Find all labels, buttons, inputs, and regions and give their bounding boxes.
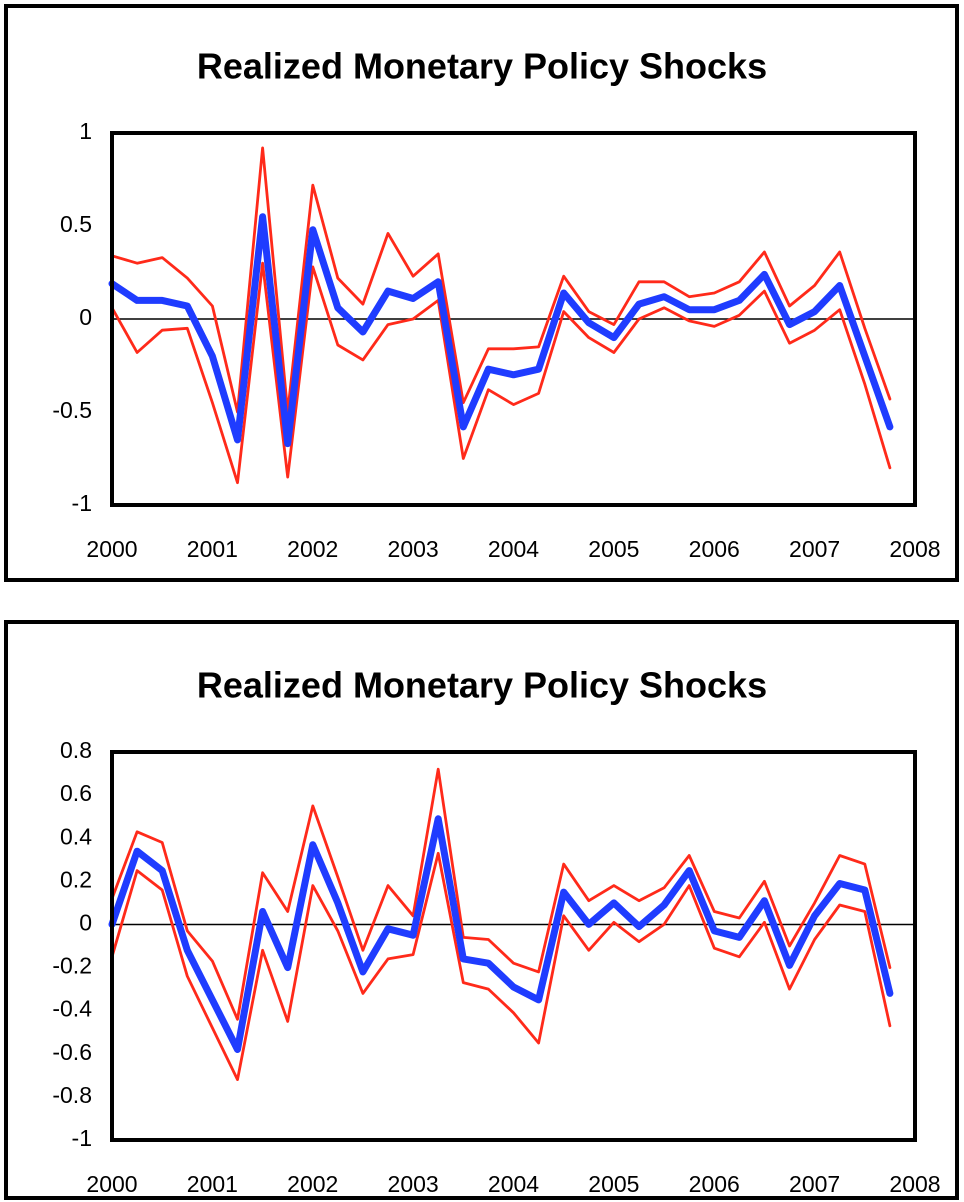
chart-title: Realized Monetary Policy Shocks <box>197 46 767 87</box>
x-tick-label: 2002 <box>287 1171 338 1197</box>
x-tick-label: 2005 <box>588 536 639 562</box>
y-tick-label: -0.6 <box>52 1039 92 1065</box>
x-tick-label: 2007 <box>789 536 840 562</box>
y-tick-label: 0 <box>79 304 92 330</box>
y-tick-label: -0.5 <box>52 397 92 423</box>
chart-frame <box>4 620 959 1200</box>
chart-title: Realized Monetary Policy Shocks <box>197 665 767 706</box>
y-tick-label: 0.2 <box>60 866 92 892</box>
y-tick-label: -0.8 <box>52 1082 92 1108</box>
series-line <box>108 213 894 448</box>
y-tick-label: 0.5 <box>60 211 92 237</box>
x-tick-label: 2000 <box>86 536 137 562</box>
y-tick-label: -0.4 <box>52 996 92 1022</box>
x-tick-label: 2006 <box>689 1171 740 1197</box>
x-tick-label: 2000 <box>86 1171 137 1197</box>
y-tick-label: 0 <box>79 910 92 936</box>
x-tick-label: 2003 <box>388 1171 439 1197</box>
x-tick-label: 2003 <box>388 536 439 562</box>
series-line <box>110 261 892 485</box>
y-tick-label: -1 <box>72 490 92 516</box>
y-tick-label: 0.6 <box>60 780 92 806</box>
x-tick-label: 2002 <box>287 536 338 562</box>
y-tick-label: 1 <box>79 118 92 144</box>
series-line <box>110 851 892 1081</box>
y-tick-label: 0.8 <box>60 737 92 763</box>
y-tick-label: -1 <box>72 1125 92 1151</box>
series-line <box>108 815 894 1053</box>
series-line <box>110 767 892 1021</box>
x-tick-label: 2008 <box>889 1171 940 1197</box>
plot-border <box>110 750 917 1142</box>
x-tick-label: 2008 <box>889 536 940 562</box>
x-tick-label: 2001 <box>187 1171 238 1197</box>
x-tick-label: 2006 <box>689 536 740 562</box>
chart-frame <box>4 4 959 582</box>
x-tick-label: 2005 <box>588 1171 639 1197</box>
x-tick-label: 2004 <box>488 1171 539 1197</box>
x-tick-label: 2001 <box>187 536 238 562</box>
plot-border <box>110 131 917 507</box>
y-tick-label: -0.2 <box>52 953 92 979</box>
series-line <box>110 146 892 414</box>
x-tick-label: 2007 <box>789 1171 840 1197</box>
x-tick-label: 2004 <box>488 536 539 562</box>
y-tick-label: 0.4 <box>60 823 92 849</box>
